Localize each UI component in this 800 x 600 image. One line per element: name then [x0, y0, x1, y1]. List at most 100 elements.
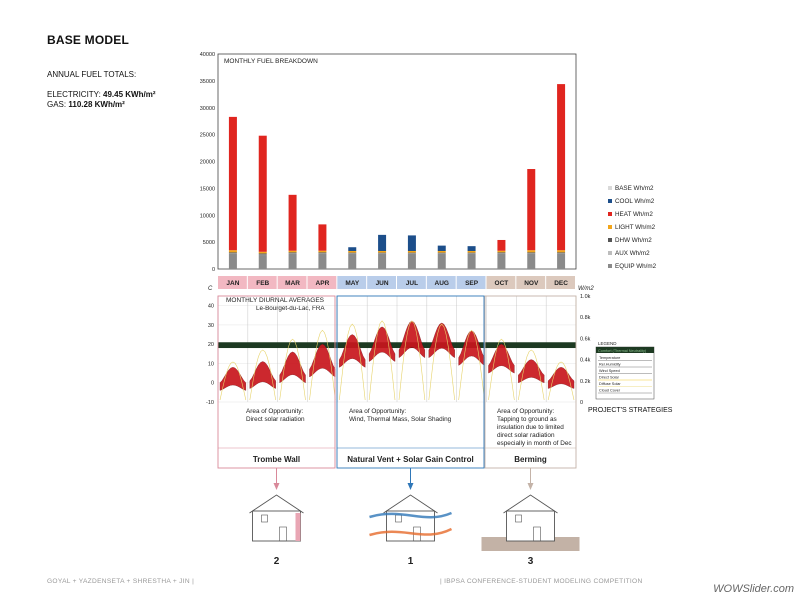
month-header-cell — [546, 276, 575, 289]
house-roof — [383, 494, 438, 514]
temperature-envelope — [458, 330, 485, 366]
house-body — [506, 510, 555, 542]
berm-ground — [481, 537, 580, 551]
house-body — [252, 510, 301, 542]
month-header-label: OCT — [495, 280, 509, 287]
legend-label: LIGHT Wh/m2 — [615, 224, 656, 231]
bar-y-tick-label: 35000 — [200, 79, 215, 85]
diurnal-legend-title: LEGEND — [598, 341, 617, 346]
strategy-arrowhead — [527, 483, 534, 490]
bar-segment — [407, 235, 416, 251]
gas-total: GAS: 110.28 KWh/m² — [47, 100, 125, 109]
strategy-opportunity-text: Area of Opportunity: — [246, 408, 303, 415]
month-header-label: FEB — [256, 280, 269, 287]
month-header-cell — [516, 276, 546, 289]
direct-solar-curve — [339, 323, 366, 401]
bar-segment — [258, 251, 267, 254]
strategy-opportunity-text: direct solar radiation — [497, 432, 555, 439]
bar-segment — [348, 250, 357, 253]
bar-segment — [378, 250, 387, 253]
strategy-number: 2 — [274, 556, 280, 567]
direct-solar-curve — [219, 361, 247, 401]
electricity-total: ELECTRICITY: 49.45 KWh/m² — [47, 90, 156, 99]
diurnal-right-tick-label: 0.4k — [580, 358, 591, 364]
bar-segment — [228, 250, 237, 253]
electricity-label: ELECTRICITY: — [47, 90, 101, 99]
bar-segment — [437, 253, 446, 254]
bar-segment — [288, 253, 297, 269]
bar-segment — [437, 252, 446, 254]
month-header-label: NOV — [524, 280, 539, 287]
bar-segment — [228, 253, 237, 269]
electricity-value: 49.45 KWh/m² — [103, 90, 156, 99]
bar-segment — [378, 252, 387, 254]
temperature-envelope — [518, 359, 545, 384]
diurnal-y-tick-label: 0 — [211, 381, 214, 387]
house-roof — [503, 494, 558, 514]
direct-solar-curve — [458, 329, 485, 401]
bar-segment — [318, 224, 327, 251]
legend-swatch — [608, 264, 612, 268]
airflow-warm — [369, 527, 453, 537]
house-roof — [249, 494, 304, 514]
diurnal-right-tick-label: 0.8k — [580, 315, 591, 321]
bar-segment — [378, 253, 387, 254]
temperature-envelope — [547, 367, 575, 389]
bar-y-tick-label: 20000 — [200, 160, 215, 166]
diurnal-right-tick-label: 0.6k — [580, 336, 591, 342]
house-door — [279, 526, 287, 542]
diurnal-y-tick-label: 10 — [208, 361, 214, 367]
month-header-label: SEP — [465, 280, 479, 287]
month-header-cell — [307, 276, 337, 289]
bar-segment — [437, 245, 446, 251]
bar-segment — [497, 253, 506, 269]
diurnal-legend-item: Temperature — [599, 356, 620, 360]
strategy-number: 1 — [408, 556, 414, 567]
footer-authors: GOYAL + YAZDENSETA + SHRESTHA + JIN | — [47, 578, 195, 585]
legend-swatch — [608, 212, 612, 216]
temperature-envelope — [398, 320, 426, 359]
bar-y-tick-label: 15000 — [200, 186, 215, 192]
month-header-label: JAN — [226, 280, 239, 287]
bar-segment — [527, 250, 536, 253]
direct-solar-curve — [279, 338, 306, 401]
comfort-band — [218, 342, 576, 349]
strategy-name: Trombe Wall — [253, 455, 300, 464]
diurnal-y-tick-label: 30 — [208, 323, 214, 329]
legend-label: AUX Wh/m2 — [615, 250, 650, 257]
month-header-label: AUG — [435, 280, 449, 287]
bar-segment — [348, 253, 357, 269]
house-door — [533, 526, 541, 542]
bar-segment — [527, 253, 536, 269]
bar-segment — [497, 239, 506, 251]
page-title: BASE MODEL — [47, 33, 130, 47]
bar-segment — [288, 252, 297, 254]
strategy-opportunity-text: Wind, Thermal Mass, Solar Shading — [349, 416, 452, 423]
strategy-opportunity-text: insulation due to limited — [497, 424, 564, 431]
month-header-cell — [486, 276, 516, 289]
bar-segment — [407, 253, 416, 254]
bar-segment — [258, 255, 267, 269]
direct-solar-curve — [547, 361, 575, 401]
direct-solar-curve — [249, 349, 276, 401]
legend-swatch — [608, 186, 612, 190]
diurnal-right-tick-label: 0 — [580, 400, 583, 406]
month-header-cell — [367, 276, 396, 289]
diurnal-y-tick-label: 40 — [208, 304, 214, 310]
diurnal-legend-box — [595, 346, 655, 400]
bar-segment — [348, 247, 357, 251]
month-header-cell — [456, 276, 486, 289]
bar-y-tick-label: 10000 — [200, 213, 215, 219]
diurnal-title: MONTHLY DIURNAL AVERAGES — [226, 297, 325, 304]
month-header-cell — [218, 276, 247, 289]
legend-label: COOL Wh/m2 — [615, 198, 655, 205]
bar-segment — [497, 252, 506, 254]
diurnal-subtitle: Le-Bourget-du-Lac, FRA — [256, 305, 325, 312]
bar-segment — [318, 253, 327, 269]
temperature-envelope — [339, 334, 366, 368]
legend-swatch — [608, 238, 612, 242]
bar-y-tick-label: 0 — [212, 267, 215, 273]
bar-segment — [467, 252, 476, 254]
direct-solar-curve — [398, 320, 426, 401]
